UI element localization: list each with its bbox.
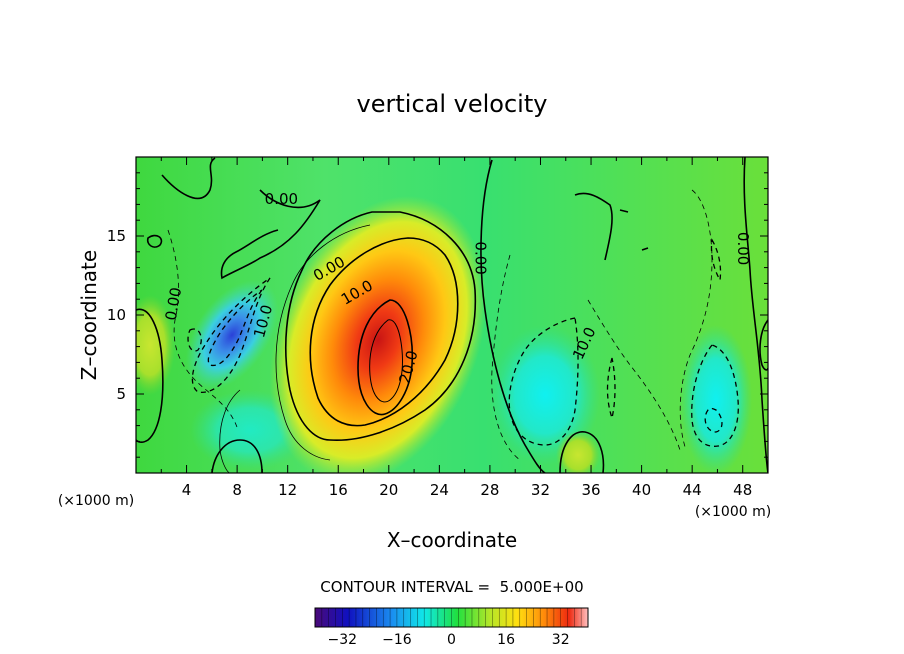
blob-updraft xyxy=(269,195,487,473)
x-tick-label: 8 xyxy=(232,481,242,499)
x-tick-label: 24 xyxy=(430,481,449,499)
contour-neg-west-d xyxy=(187,328,202,352)
contour-20 xyxy=(357,299,414,416)
x-tick-label: 4 xyxy=(182,481,192,499)
y-tick-label: 15 xyxy=(107,227,126,245)
solid-contours xyxy=(136,157,768,473)
blob-downdraft-west xyxy=(185,280,279,390)
contour-neg-west-b xyxy=(207,289,263,367)
y-tick-label: 5 xyxy=(116,385,126,403)
x-tick-label: 28 xyxy=(480,481,499,499)
x-tick-label: 32 xyxy=(531,481,550,499)
colorbar-tick-label: −16 xyxy=(382,632,412,648)
contour-neg-east-d xyxy=(587,299,681,451)
contour-zero-east xyxy=(743,157,768,473)
contour-label: 0.00 xyxy=(471,241,489,274)
contour-thin-b xyxy=(219,389,241,473)
contour-neg-east-b xyxy=(491,254,521,461)
contour-zero-upper xyxy=(161,157,321,280)
x-tick-label: 44 xyxy=(683,481,702,499)
colorbar-stripes xyxy=(321,608,582,627)
x-unit-left: (×1000 m) xyxy=(58,493,134,509)
x-tick-label: 12 xyxy=(278,481,297,499)
colorbar-tick-label: 16 xyxy=(497,632,515,648)
contour-zero-northeast xyxy=(574,192,649,261)
contour-neg-west-c xyxy=(167,229,239,431)
contour-zero-bottom-mid xyxy=(559,431,605,473)
colorbar-tick-label: 0 xyxy=(447,632,456,648)
contour-neg-east-c xyxy=(606,357,616,421)
colorbar-tick-label: −32 xyxy=(328,632,358,648)
chart-title: vertical velocity xyxy=(357,90,548,118)
x-axis: 4 8 12 16 20 24 28 32 36 40 44 48 xyxy=(160,157,752,499)
y-axis: 5 10 15 xyxy=(107,172,768,458)
blob-cyan-fareast xyxy=(680,325,752,473)
contour-interval: CONTOUR INTERVAL = 5.000E+00 xyxy=(320,578,583,596)
contour-neg-fareast-a xyxy=(691,344,739,447)
contour-neg-east-a xyxy=(508,317,579,446)
y-axis-title: Z–coordinate xyxy=(77,250,101,380)
x-unit-right: (×1000 m) xyxy=(695,504,771,520)
y-tick-label: 10 xyxy=(107,306,126,324)
blob-yellow-west xyxy=(136,295,175,395)
contour-neg-fareast-c xyxy=(710,238,722,282)
x-tick-label: 20 xyxy=(379,481,398,499)
contour-zero-updraft xyxy=(284,211,477,442)
dashed-contours xyxy=(167,189,739,461)
contour-label: 0.00 xyxy=(734,232,752,265)
contour-zero-mid xyxy=(480,159,546,473)
colorbar-tick-label: 32 xyxy=(552,632,570,648)
contour-label: 0.00 xyxy=(162,286,186,322)
contour-zero-far-east xyxy=(759,319,768,371)
contour-10 xyxy=(309,237,459,427)
x-axis-title: X–coordinate xyxy=(387,528,517,552)
contour-label: 0.00 xyxy=(265,190,298,208)
contour-neg-fareast-d xyxy=(704,407,723,433)
x-tick-label: 40 xyxy=(632,481,651,499)
x-tick-label: 16 xyxy=(329,481,348,499)
contour-neg-west-a xyxy=(191,277,271,393)
x-tick-label: 36 xyxy=(581,481,600,499)
colorbar: −32 −16 0 16 32 xyxy=(314,607,589,648)
contour-25 xyxy=(369,319,403,403)
contour-zero-west xyxy=(136,308,164,443)
contour-zero-small xyxy=(146,234,163,248)
contour-zero-bottom-left xyxy=(211,439,263,473)
x-tick-label: 48 xyxy=(733,481,752,499)
colorbar-ticks: −32 −16 0 16 32 xyxy=(328,632,570,648)
contour-thin-a xyxy=(275,224,371,461)
